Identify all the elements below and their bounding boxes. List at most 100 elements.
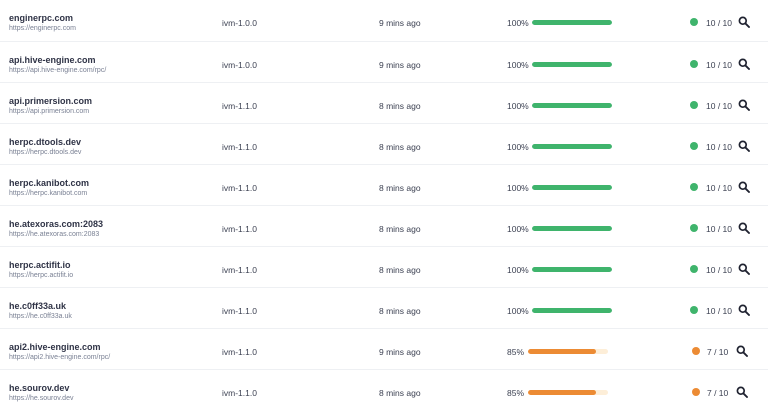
node-last-updated: 8 mins ago: [379, 142, 421, 152]
node-name[interactable]: herpc.actifit.io: [9, 260, 71, 270]
node-tests-passed: 10 / 10: [706, 18, 732, 28]
node-url[interactable]: https://api2.hive-engine.com/rpc/: [9, 354, 111, 361]
node-name[interactable]: herpc.kanibot.com: [9, 178, 90, 188]
search-icon[interactable]: [738, 16, 750, 28]
node-version: ivm-1.1.0: [222, 347, 257, 357]
node-score-label: 100%: [507, 60, 529, 70]
node-tests-passed: 10 / 10: [706, 306, 732, 316]
node-score-label: 100%: [507, 306, 529, 316]
node-version: ivm-1.1.0: [222, 388, 257, 398]
node-url[interactable]: https://he.atexoras.com:2083: [9, 231, 100, 238]
node-version: ivm-1.0.0: [222, 18, 257, 28]
node-url[interactable]: https://api.primersion.com: [9, 108, 90, 115]
status-dot-icon: [690, 18, 698, 26]
node-url[interactable]: https://herpc.dtools.dev: [9, 149, 82, 156]
search-icon[interactable]: [738, 181, 750, 193]
node-last-updated: 9 mins ago: [379, 60, 421, 70]
node-last-updated: 9 mins ago: [379, 18, 421, 28]
node-last-updated: 8 mins ago: [379, 388, 421, 398]
node-tests-passed: 7 / 10: [707, 388, 729, 398]
score-progress-bar: [532, 62, 612, 67]
table-row: api.primersion.com https://api.primersio…: [0, 82, 768, 123]
status-dot-icon: [690, 224, 698, 232]
search-icon[interactable]: [738, 140, 750, 152]
node-tests-passed: 10 / 10: [706, 101, 732, 111]
status-dot-icon: [690, 60, 698, 68]
status-dot-icon: [690, 183, 698, 191]
node-name[interactable]: api.hive-engine.com: [9, 55, 96, 65]
score-progress-fill: [532, 144, 612, 149]
node-version: ivm-1.1.0: [222, 101, 257, 111]
node-name[interactable]: enginerpc.com: [9, 13, 74, 23]
node-url[interactable]: https://he.c0ff33a.uk: [9, 313, 72, 320]
node-name[interactable]: herpc.dtools.dev: [9, 137, 82, 147]
table-row: herpc.actifit.io https://herpc.actifit.i…: [0, 246, 768, 287]
node-url[interactable]: https://he.sourov.dev: [9, 395, 74, 402]
node-url[interactable]: https://api.hive-engine.com/rpc/: [9, 67, 107, 74]
status-dot-icon: [690, 306, 698, 314]
node-last-updated: 8 mins ago: [379, 183, 421, 193]
node-tests-passed: 10 / 10: [706, 142, 732, 152]
score-progress-fill: [532, 185, 612, 190]
search-icon[interactable]: [738, 304, 750, 316]
node-tests-passed: 10 / 10: [706, 224, 732, 234]
node-name[interactable]: he.atexoras.com:2083: [9, 219, 104, 229]
status-dot-icon: [690, 265, 698, 273]
score-progress-fill: [532, 308, 612, 313]
score-progress-fill: [528, 349, 596, 354]
node-tests-passed: 10 / 10: [706, 183, 732, 193]
table-row: he.atexoras.com:2083 https://he.atexoras…: [0, 205, 768, 246]
score-progress-fill: [532, 62, 612, 67]
search-icon[interactable]: [738, 99, 750, 111]
node-score-label: 100%: [507, 183, 529, 193]
node-url[interactable]: https://enginerpc.com: [9, 25, 76, 32]
search-icon[interactable]: [738, 263, 750, 275]
node-score-label: 85%: [507, 388, 525, 398]
node-version: ivm-1.1.0: [222, 306, 257, 316]
score-progress-bar: [528, 349, 608, 354]
node-tests-passed: 10 / 10: [706, 265, 732, 275]
score-progress-fill: [532, 267, 612, 272]
node-version: ivm-1.1.0: [222, 265, 257, 275]
search-icon[interactable]: [736, 345, 748, 357]
node-url[interactable]: https://herpc.kanibot.com: [9, 190, 88, 197]
score-progress-bar: [532, 20, 612, 25]
status-dot-icon: [690, 142, 698, 150]
node-name[interactable]: he.sourov.dev: [9, 383, 70, 393]
node-name[interactable]: he.c0ff33a.uk: [9, 301, 67, 311]
node-tests-passed: 10 / 10: [706, 60, 732, 70]
score-progress-fill: [532, 20, 612, 25]
node-version: ivm-1.1.0: [222, 183, 257, 193]
score-progress-bar: [532, 144, 612, 149]
node-url[interactable]: https://herpc.actifit.io: [9, 272, 74, 279]
table-row: he.c0ff33a.uk https://he.c0ff33a.uk ivm-…: [0, 287, 768, 328]
node-last-updated: 8 mins ago: [379, 265, 421, 275]
table-row: herpc.dtools.dev https://herpc.dtools.de…: [0, 123, 768, 164]
node-name[interactable]: api.primersion.com: [9, 96, 93, 106]
search-icon[interactable]: [736, 386, 748, 398]
score-progress-bar: [528, 390, 608, 395]
score-progress-bar: [532, 103, 612, 108]
node-score-label: 100%: [507, 142, 529, 152]
table-row: api2.hive-engine.com https://api2.hive-e…: [0, 328, 768, 369]
score-progress-fill: [532, 103, 612, 108]
table-row: enginerpc.com https://enginerpc.com ivm-…: [0, 0, 768, 41]
node-score-label: 100%: [507, 101, 529, 111]
score-progress-fill: [532, 226, 612, 231]
node-version: ivm-1.0.0: [222, 60, 257, 70]
node-score-label: 100%: [507, 18, 529, 28]
node-name[interactable]: api2.hive-engine.com: [9, 342, 101, 352]
node-last-updated: 8 mins ago: [379, 306, 421, 316]
table-row: api.hive-engine.com https://api.hive-eng…: [0, 41, 768, 82]
node-score-label: 100%: [507, 265, 529, 275]
score-progress-bar: [532, 308, 612, 313]
table-row: he.sourov.dev https://he.sourov.dev ivm-…: [0, 369, 768, 410]
node-last-updated: 9 mins ago: [379, 347, 421, 357]
search-icon[interactable]: [738, 58, 750, 70]
score-progress-bar: [532, 185, 612, 190]
search-icon[interactable]: [738, 222, 750, 234]
node-last-updated: 8 mins ago: [379, 224, 421, 234]
score-progress-fill: [528, 390, 596, 395]
status-dot-icon: [692, 388, 700, 396]
